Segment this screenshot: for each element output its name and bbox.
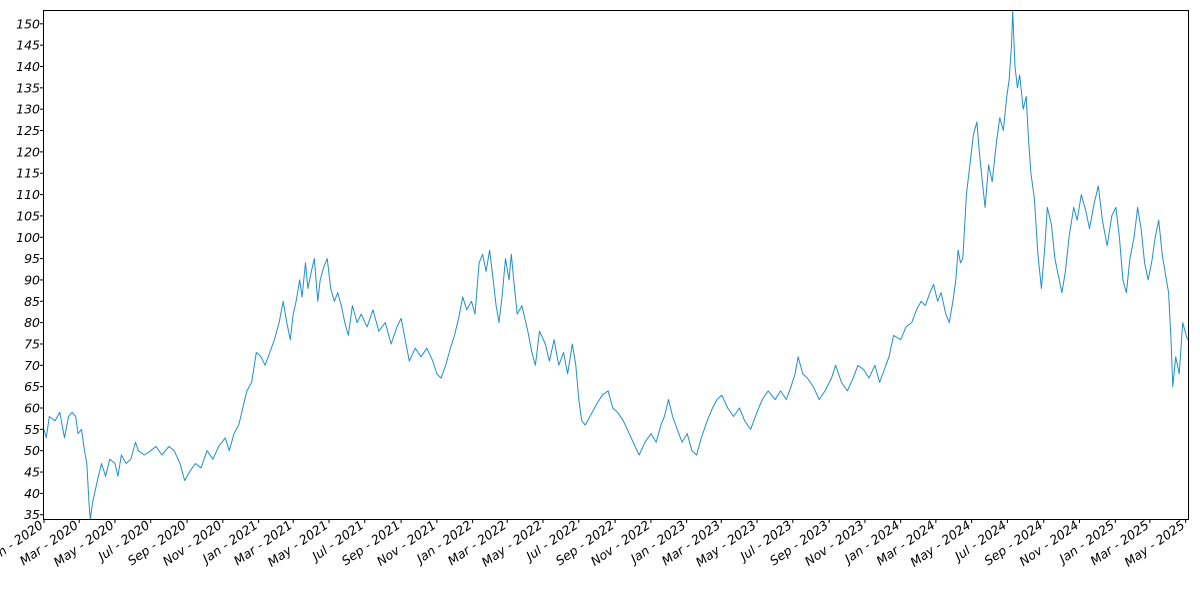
y-tick-label: 90	[24, 272, 40, 287]
y-tick-label: 135	[16, 80, 40, 95]
y-tick-label: 60	[24, 401, 40, 416]
y-tick-label: 45	[24, 465, 40, 480]
y-tick-label: 105	[16, 208, 40, 223]
y-tick-label: 50	[24, 443, 40, 458]
y-tick-label: 65	[24, 379, 40, 394]
y-tick-label: 35	[24, 507, 40, 522]
y-tick-label: 110	[16, 187, 40, 202]
y-tick-label: 130	[16, 102, 40, 117]
price-series-line	[43, 10, 1188, 520]
y-tick-label: 140	[16, 59, 40, 74]
y-tick-label: 40	[24, 486, 40, 501]
y-tick-label: 145	[16, 38, 40, 53]
plot-frame	[43, 10, 1189, 520]
y-tick-label: 80	[24, 315, 40, 330]
y-tick-label: 75	[24, 336, 40, 351]
y-tick-label: 120	[16, 144, 40, 159]
y-tick-label: 100	[16, 230, 40, 245]
y-axis: 35 40 45 50 55 60 65 70 75 80 85 90 95 100 105 110 115 12…	[16, 16, 44, 522]
y-tick-label: 150	[16, 16, 40, 31]
y-tick-label: 125	[16, 123, 40, 138]
y-tick-label: 115	[16, 166, 40, 181]
y-tick-label: 85	[24, 294, 40, 309]
y-tick-label: 95	[24, 251, 40, 266]
y-tick-label: 70	[24, 358, 40, 373]
y-tick-label: 55	[24, 422, 40, 437]
